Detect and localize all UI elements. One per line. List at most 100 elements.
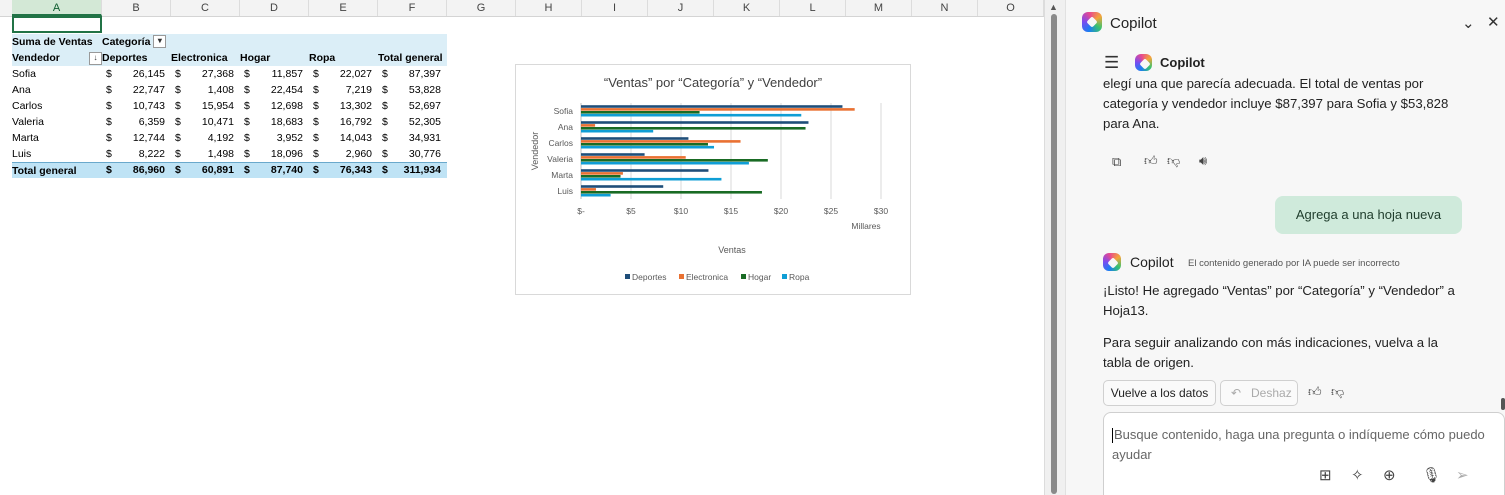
pivot-value: 27,368 [201, 68, 234, 80]
bar [581, 188, 596, 191]
pivot-value: 22,747 [132, 84, 165, 96]
column-header-K[interactable]: K [714, 0, 780, 16]
pivot-value: 12,698 [270, 100, 303, 112]
pivot-row-name: Carlos [12, 100, 43, 112]
pivot-value: 12,744 [132, 132, 165, 144]
currency-symbol: $ [382, 164, 388, 176]
hamburger-menu-icon[interactable]: ☰ [1104, 53, 1120, 72]
pivot-col-header: Electronica [171, 50, 240, 66]
assistant-avatar-icon [1103, 253, 1121, 271]
currency-symbol: $ [244, 148, 250, 160]
column-header-L[interactable]: L [780, 0, 846, 16]
pivot-value: 14,043 [339, 132, 372, 144]
pivot-value: 22,027 [339, 68, 372, 80]
bar [581, 156, 686, 159]
prompt-input[interactable]: Busque contenido, haga una pregunta o in… [1103, 412, 1505, 495]
pivot-value: 10,743 [132, 100, 165, 112]
speaker-icon[interactable]: 🔊︎ [1199, 153, 1208, 168]
microphone-icon[interactable]: 🎙︎ [1422, 467, 1442, 484]
total-bg [378, 162, 447, 178]
bar [581, 137, 689, 140]
column-header-H[interactable]: H [516, 0, 582, 16]
sort-filter-icon[interactable]: ↓ [89, 52, 102, 65]
column-header-G[interactable]: G [447, 0, 516, 16]
pivot-value: 52,697 [408, 100, 441, 112]
currency-symbol: $ [175, 132, 181, 144]
column-header-C[interactable]: C [171, 0, 240, 16]
copilot-inner-title: Copilot [1160, 55, 1205, 70]
back-to-data-button[interactable]: Vuelve a los datos [1103, 380, 1216, 406]
pivot-value: 22,454 [270, 84, 303, 96]
thumbs-down-icon[interactable]: 👎︎ [1331, 384, 1345, 399]
pivot-value: 1,498 [207, 148, 234, 160]
pivot-row-name: Sofia [12, 68, 36, 80]
currency-symbol: $ [313, 100, 319, 112]
pivot-total-value: 76,343 [339, 164, 372, 176]
bar [581, 113, 802, 117]
column-header-N[interactable]: N [912, 0, 978, 16]
column-header-I[interactable]: I [582, 0, 648, 16]
pivot-value: 2,960 [345, 148, 372, 160]
total-bg [240, 162, 309, 178]
currency-symbol: $ [175, 116, 181, 128]
copilot-scrollbar-thumb[interactable] [1501, 398, 1505, 410]
column-header-J[interactable]: J [648, 0, 714, 16]
globe-icon[interactable]: ⊕ [1383, 467, 1396, 484]
scrollbar-thumb[interactable] [1051, 14, 1057, 494]
pivot-value: 13,302 [339, 100, 372, 112]
send-icon[interactable]: ➢ [1456, 467, 1469, 484]
filter-dropdown-icon[interactable]: ▾ [153, 34, 167, 48]
assistant-message-3: Para seguir analizando con más indicacio… [1103, 335, 1439, 370]
thumbs-up-icon[interactable]: 👍︎ [1144, 153, 1158, 168]
bar [581, 169, 709, 172]
sparkle-prompt-icon[interactable]: ✧ [1351, 467, 1364, 484]
currency-symbol: $ [244, 68, 250, 80]
bar [581, 129, 654, 133]
bar [581, 105, 843, 108]
chart-title: “Ventas” por “Categoría” y “Vendedor” [604, 75, 822, 90]
pivot-value: 3,952 [276, 132, 303, 144]
thumbs-up-icon[interactable]: 👍︎ [1308, 384, 1322, 399]
pivot-row-name: Valeria [12, 116, 44, 128]
currency-symbol: $ [244, 84, 250, 96]
pivot-chart[interactable]: “Ventas” por “Categoría” y “Vendedor” $- $… [515, 64, 911, 295]
currency-symbol: $ [106, 132, 112, 144]
undo-button[interactable]: ↶ Deshaz [1220, 380, 1298, 406]
pivot-value: 30,776 [408, 148, 441, 160]
column-header-B[interactable]: B [102, 0, 171, 16]
scroll-up-icon[interactable]: ▲ [1049, 2, 1058, 12]
close-icon[interactable]: ✕ [1487, 14, 1500, 31]
pivot-value: 18,096 [270, 148, 303, 160]
bar [581, 193, 611, 197]
copy-icon[interactable]: ⧉ [1112, 154, 1122, 169]
column-header-A[interactable]: A [12, 0, 102, 16]
bar [581, 185, 664, 188]
assistant-message-2: ¡Listo! He agregado “Ventas” por “Catego… [1103, 283, 1455, 318]
column-header-F[interactable]: F [378, 0, 447, 16]
currency-symbol: $ [313, 84, 319, 96]
pivot-row-label[interactable]: Vendedor ↓ [12, 50, 102, 66]
pivot-value: 7,219 [345, 84, 372, 96]
chevron-down-icon[interactable]: ⌄ [1462, 15, 1475, 32]
column-header-E[interactable]: E [309, 0, 378, 16]
bar [581, 177, 722, 181]
column-header-M[interactable]: M [846, 0, 912, 16]
copilot-pane-title: Copilot [1110, 15, 1157, 32]
pivot-row-name: Marta [12, 132, 39, 144]
thumbs-down-icon[interactable]: 👎︎ [1167, 153, 1181, 168]
sheet-vertical-scrollbar[interactable]: ▲ [1044, 0, 1065, 495]
column-header-D[interactable]: D [240, 0, 309, 16]
column-header-O[interactable]: O [978, 0, 1044, 16]
pivot-row-name: Ana [12, 84, 31, 96]
ai-disclaimer: El contenido generado por IA puede ser i… [1188, 258, 1400, 269]
pivot-category-filter[interactable]: Categoría ▾ [102, 34, 171, 50]
selected-cell[interactable] [12, 16, 102, 33]
image-add-icon[interactable]: ⊞ [1319, 467, 1332, 484]
y-axis-title: Vendedor [530, 132, 540, 171]
pivot-value: 34,931 [408, 132, 441, 144]
bar [581, 140, 741, 143]
currency-symbol: $ [382, 132, 388, 144]
currency-symbol: $ [313, 148, 319, 160]
